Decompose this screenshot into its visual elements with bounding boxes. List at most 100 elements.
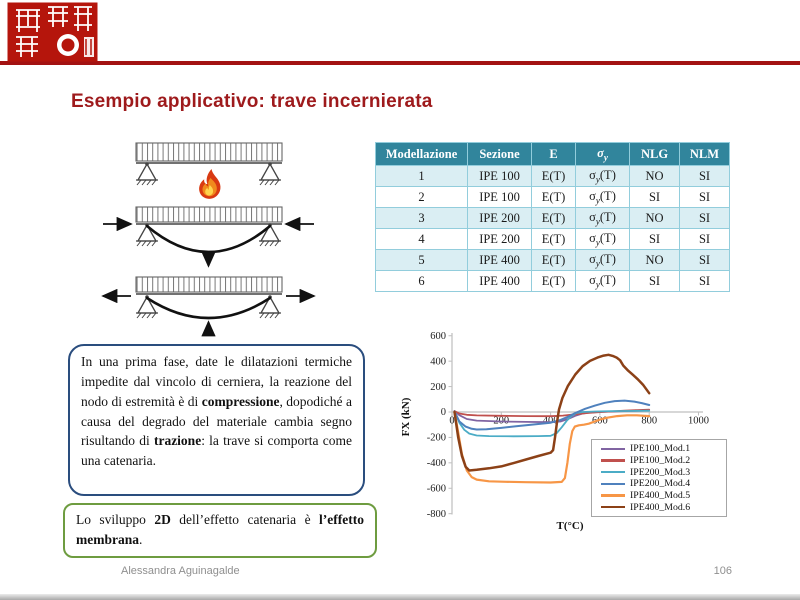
table-cell: E(T) [531,186,576,208]
table-cell: SI [629,270,680,292]
table-cell: NO [629,207,680,229]
legend-item: IPE100_Mod.1 [601,443,726,454]
table-cell: IPE 400 [467,249,532,271]
table-cell: SI [679,249,730,271]
table-cell: SI [679,270,730,292]
legend-label: IPE400_Mod.5 [630,489,691,501]
legend-line-swatch [601,470,625,474]
header-rule [0,61,800,65]
table-cell: E(T) [531,228,576,250]
table-cell: 4 [375,228,468,250]
note-bold: 2D [154,512,171,527]
table-row: 2 IPE 100 E(T) σy(T) SI SI [375,186,730,208]
table-cell: NO [629,249,680,271]
x-axis-title: T(°C) [556,520,583,532]
table-cell: 6 [375,270,468,292]
slide-title: Esempio applicativo: trave incernierata [71,91,433,112]
legend-item: IPE400_Mod.6 [601,502,726,513]
table-cell: SI [629,186,680,208]
page-number: 106 [713,565,732,577]
beam-diagrams [101,142,316,337]
table-cell: IPE 100 [467,165,532,187]
table-cell: SI [629,228,680,250]
table-cell: 2 [375,186,468,208]
table-cell: E(T) [531,165,576,187]
svg-text:600: 600 [430,331,446,342]
table-cell: NO [629,165,680,187]
table-row: 4 IPE 200 E(T) σy(T) SI SI [375,228,730,250]
series-line-IPE400_Mod.6 [453,353,651,472]
membrane-effect-box: Lo sviluppo 2D dell’effetto catenaria è … [63,503,377,558]
note-text: dell’effetto catenaria è [170,512,320,527]
fire-icon [199,169,221,199]
y-axis-title: FX (kN) [400,397,412,436]
legend-line-swatch [601,482,625,486]
note-text: Lo sviluppo [76,512,155,527]
legend-label: IPE200_Mod.3 [630,466,691,478]
table-cell: σy(T) [575,228,630,250]
note-bold: compressione [201,393,280,409]
svg-text:600: 600 [592,416,608,427]
svg-text:400: 400 [543,416,559,427]
legend-line-swatch [601,447,625,451]
svg-text:-600: -600 [427,483,446,494]
table-cell: σy(T) [575,165,630,187]
svg-text:800: 800 [641,416,657,427]
legend-label: IPE100_Mod.2 [630,454,691,466]
column-header: NLM [679,142,730,166]
table-cell: E(T) [531,249,576,271]
legend-label: IPE100_Mod.1 [630,443,691,455]
table-cell: SI [679,228,730,250]
fx-temperature-chart: 600 400 200 0 -200 -400 -600 -800 0 200 400 600 800 1… [400,322,735,537]
note-text: , dopodiché a causa del degrado del mate… [81,393,352,449]
legend-label: IPE200_Mod.4 [630,478,691,490]
red-seal-logo [7,2,98,62]
column-header: σy [575,142,630,166]
svg-text:200: 200 [430,382,446,393]
beam-initial-diagram [135,142,283,186]
legend-line-swatch [601,505,625,509]
legend-item: IPE400_Mod.5 [601,490,726,501]
chart-series [453,353,651,484]
table-cell: SI [679,186,730,208]
table-row: 5 IPE 400 E(T) σy(T) NO SI [375,249,730,271]
phase-description-box: In una prima fase, date le dilatazioni t… [68,344,365,496]
note-text: In una prima fase, date le dilatazioni t… [81,354,352,409]
series-line-IPE200_Mod.4 [453,399,651,431]
column-header: Sezione [467,142,532,166]
svg-text:-800: -800 [427,509,446,520]
footer-author: Alessandra Aguinagalde [121,565,240,577]
table-row: 6 IPE 400 E(T) σy(T) SI SI [375,270,730,292]
legend-line-swatch [601,459,625,462]
slide-bottom-edge [0,594,800,600]
table-cell: 1 [375,165,468,187]
table-cell: σy(T) [575,207,630,229]
legend-line-swatch [601,494,625,497]
table-row: 3 IPE 200 E(T) σy(T) NO SI [375,207,730,229]
beam-tension-diagram [101,276,316,337]
beam-compression-diagram [103,206,314,268]
svg-text:1000: 1000 [688,416,709,427]
table-cell: σy(T) [575,270,630,292]
table-cell: E(T) [531,270,576,292]
note-bold: l’effetto membrana [76,512,364,547]
table-cell: IPE 400 [467,270,532,292]
legend-label: IPE400_Mod.6 [630,501,691,513]
table-cell: SI [679,165,730,187]
table-cell: σy(T) [575,186,630,208]
legend-item: IPE200_Mod.4 [601,478,726,489]
table-cell: 5 [375,249,468,271]
note-bold: trazione [153,433,202,449]
column-header: Modellazione [375,142,468,166]
legend-item: IPE100_Mod.2 [601,455,726,466]
table-cell: E(T) [531,207,576,229]
column-header: NLG [629,142,680,166]
table-cell: σy(T) [575,249,630,271]
table-cell: IPE 100 [467,186,532,208]
svg-text:0: 0 [441,407,446,418]
table-row: 1 IPE 100 E(T) σy(T) NO SI [375,165,730,187]
table-cell: IPE 200 [467,228,532,250]
svg-text:0: 0 [449,416,454,427]
